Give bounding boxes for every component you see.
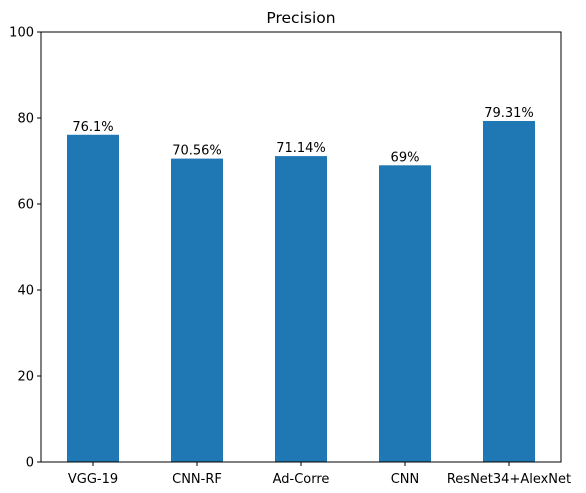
bar-cnn bbox=[379, 165, 431, 463]
bars-group bbox=[67, 120, 535, 463]
bar-resnet34-alexnet bbox=[483, 120, 535, 462]
bar-vgg-19 bbox=[67, 134, 119, 462]
data-label: 79.31% bbox=[484, 106, 534, 121]
plot-frame bbox=[40, 31, 562, 463]
data-label: 70.56% bbox=[172, 144, 222, 159]
x-axis: VGG-19 CNN-RF Ad-Corre CNN ResNet34+AlexNet bbox=[68, 462, 571, 487]
y-tick-label: 0 bbox=[26, 456, 34, 471]
y-tick-label: 100 bbox=[9, 26, 34, 41]
x-tick-label: CNN-RF bbox=[172, 472, 222, 487]
chart-title: Precision bbox=[266, 9, 335, 27]
x-tick-label: ResNet34+AlexNet bbox=[447, 472, 571, 487]
bar-cnn-rf bbox=[171, 158, 223, 463]
data-labels-group: 76.1% 70.56% 71.14% 69% 79.31% bbox=[72, 106, 533, 165]
data-label: 71.14% bbox=[276, 141, 326, 156]
x-tick-label: VGG-19 bbox=[68, 472, 118, 487]
bar-ad-corre bbox=[275, 156, 327, 462]
x-tick-label: CNN bbox=[391, 472, 420, 487]
y-tick-label: 20 bbox=[17, 370, 34, 385]
data-label: 69% bbox=[391, 150, 420, 165]
y-tick-label: 60 bbox=[17, 198, 34, 213]
x-tick-label: Ad-Corre bbox=[273, 472, 330, 487]
data-label: 76.1% bbox=[72, 120, 113, 135]
y-tick-label: 80 bbox=[17, 112, 34, 127]
y-axis: 0 20 40 60 80 100 bbox=[9, 26, 41, 471]
y-tick-label: 40 bbox=[17, 284, 34, 299]
